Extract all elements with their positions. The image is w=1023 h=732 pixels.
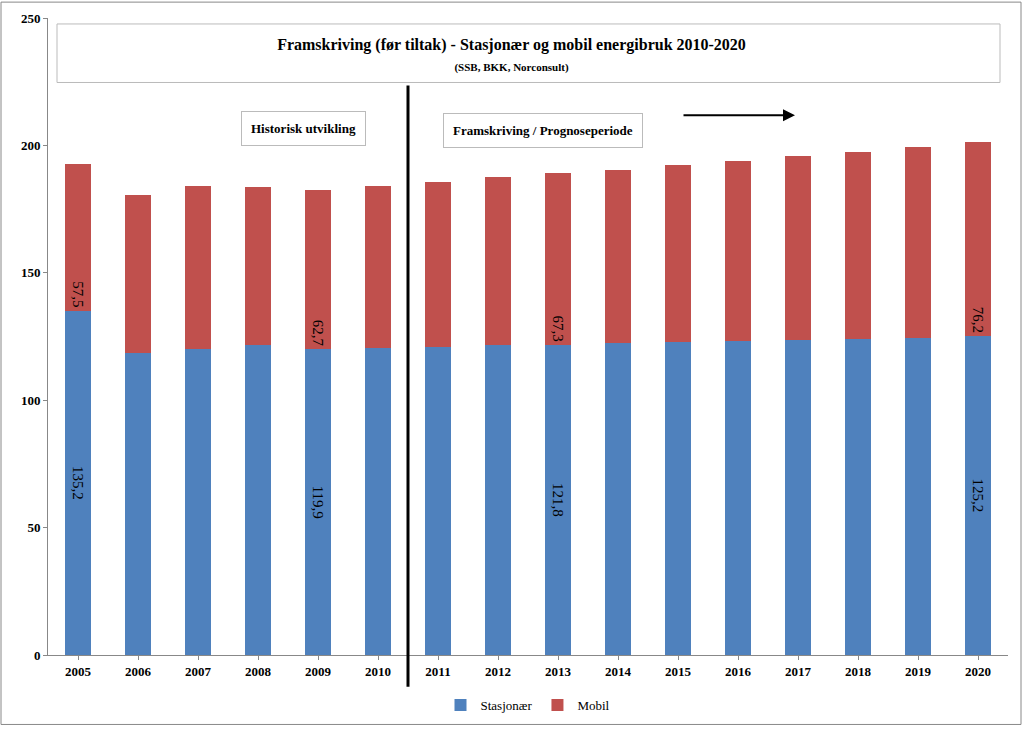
svg-text:2008: 2008 xyxy=(245,664,272,679)
svg-text:0: 0 xyxy=(34,648,41,663)
svg-text:2018: 2018 xyxy=(845,664,872,679)
svg-text:2014: 2014 xyxy=(605,664,632,679)
svg-text:Historisk utvikling: Historisk utvikling xyxy=(251,121,356,136)
svg-text:76,2: 76,2 xyxy=(970,307,986,333)
svg-text:250: 250 xyxy=(21,11,41,26)
svg-text:200: 200 xyxy=(21,138,41,153)
svg-text:121,8: 121,8 xyxy=(550,483,566,517)
svg-text:2007: 2007 xyxy=(185,664,212,679)
svg-text:Stasjonær: Stasjonær xyxy=(481,698,533,713)
svg-text:2015: 2015 xyxy=(665,664,692,679)
svg-text:100: 100 xyxy=(21,393,41,408)
svg-text:2012: 2012 xyxy=(485,664,511,679)
svg-text:2006: 2006 xyxy=(125,664,152,679)
svg-text:2011: 2011 xyxy=(425,664,450,679)
svg-text:2019: 2019 xyxy=(905,664,932,679)
svg-text:2010: 2010 xyxy=(365,664,391,679)
svg-text:67,3: 67,3 xyxy=(550,315,566,341)
svg-text:2020: 2020 xyxy=(965,664,991,679)
svg-text:62,7: 62,7 xyxy=(310,320,326,347)
svg-text:2017: 2017 xyxy=(785,664,812,679)
svg-text:2009: 2009 xyxy=(305,664,332,679)
svg-text:2005: 2005 xyxy=(65,664,92,679)
svg-text:135,2: 135,2 xyxy=(70,466,86,500)
svg-text:119,9: 119,9 xyxy=(310,486,326,519)
svg-text:57,5: 57,5 xyxy=(70,281,86,307)
svg-text:Mobil: Mobil xyxy=(577,698,609,713)
svg-text:Framskriving / Prognoseperiode: Framskriving / Prognoseperiode xyxy=(453,123,633,138)
svg-text:2013: 2013 xyxy=(545,664,572,679)
svg-text:Framskriving (før tiltak) - St: Framskriving (før tiltak) - Stasjonær og… xyxy=(277,36,746,74)
svg-text:2016: 2016 xyxy=(725,664,752,679)
svg-text:150: 150 xyxy=(21,265,41,280)
svg-text:50: 50 xyxy=(27,520,40,535)
svg-text:125,2: 125,2 xyxy=(970,479,986,513)
